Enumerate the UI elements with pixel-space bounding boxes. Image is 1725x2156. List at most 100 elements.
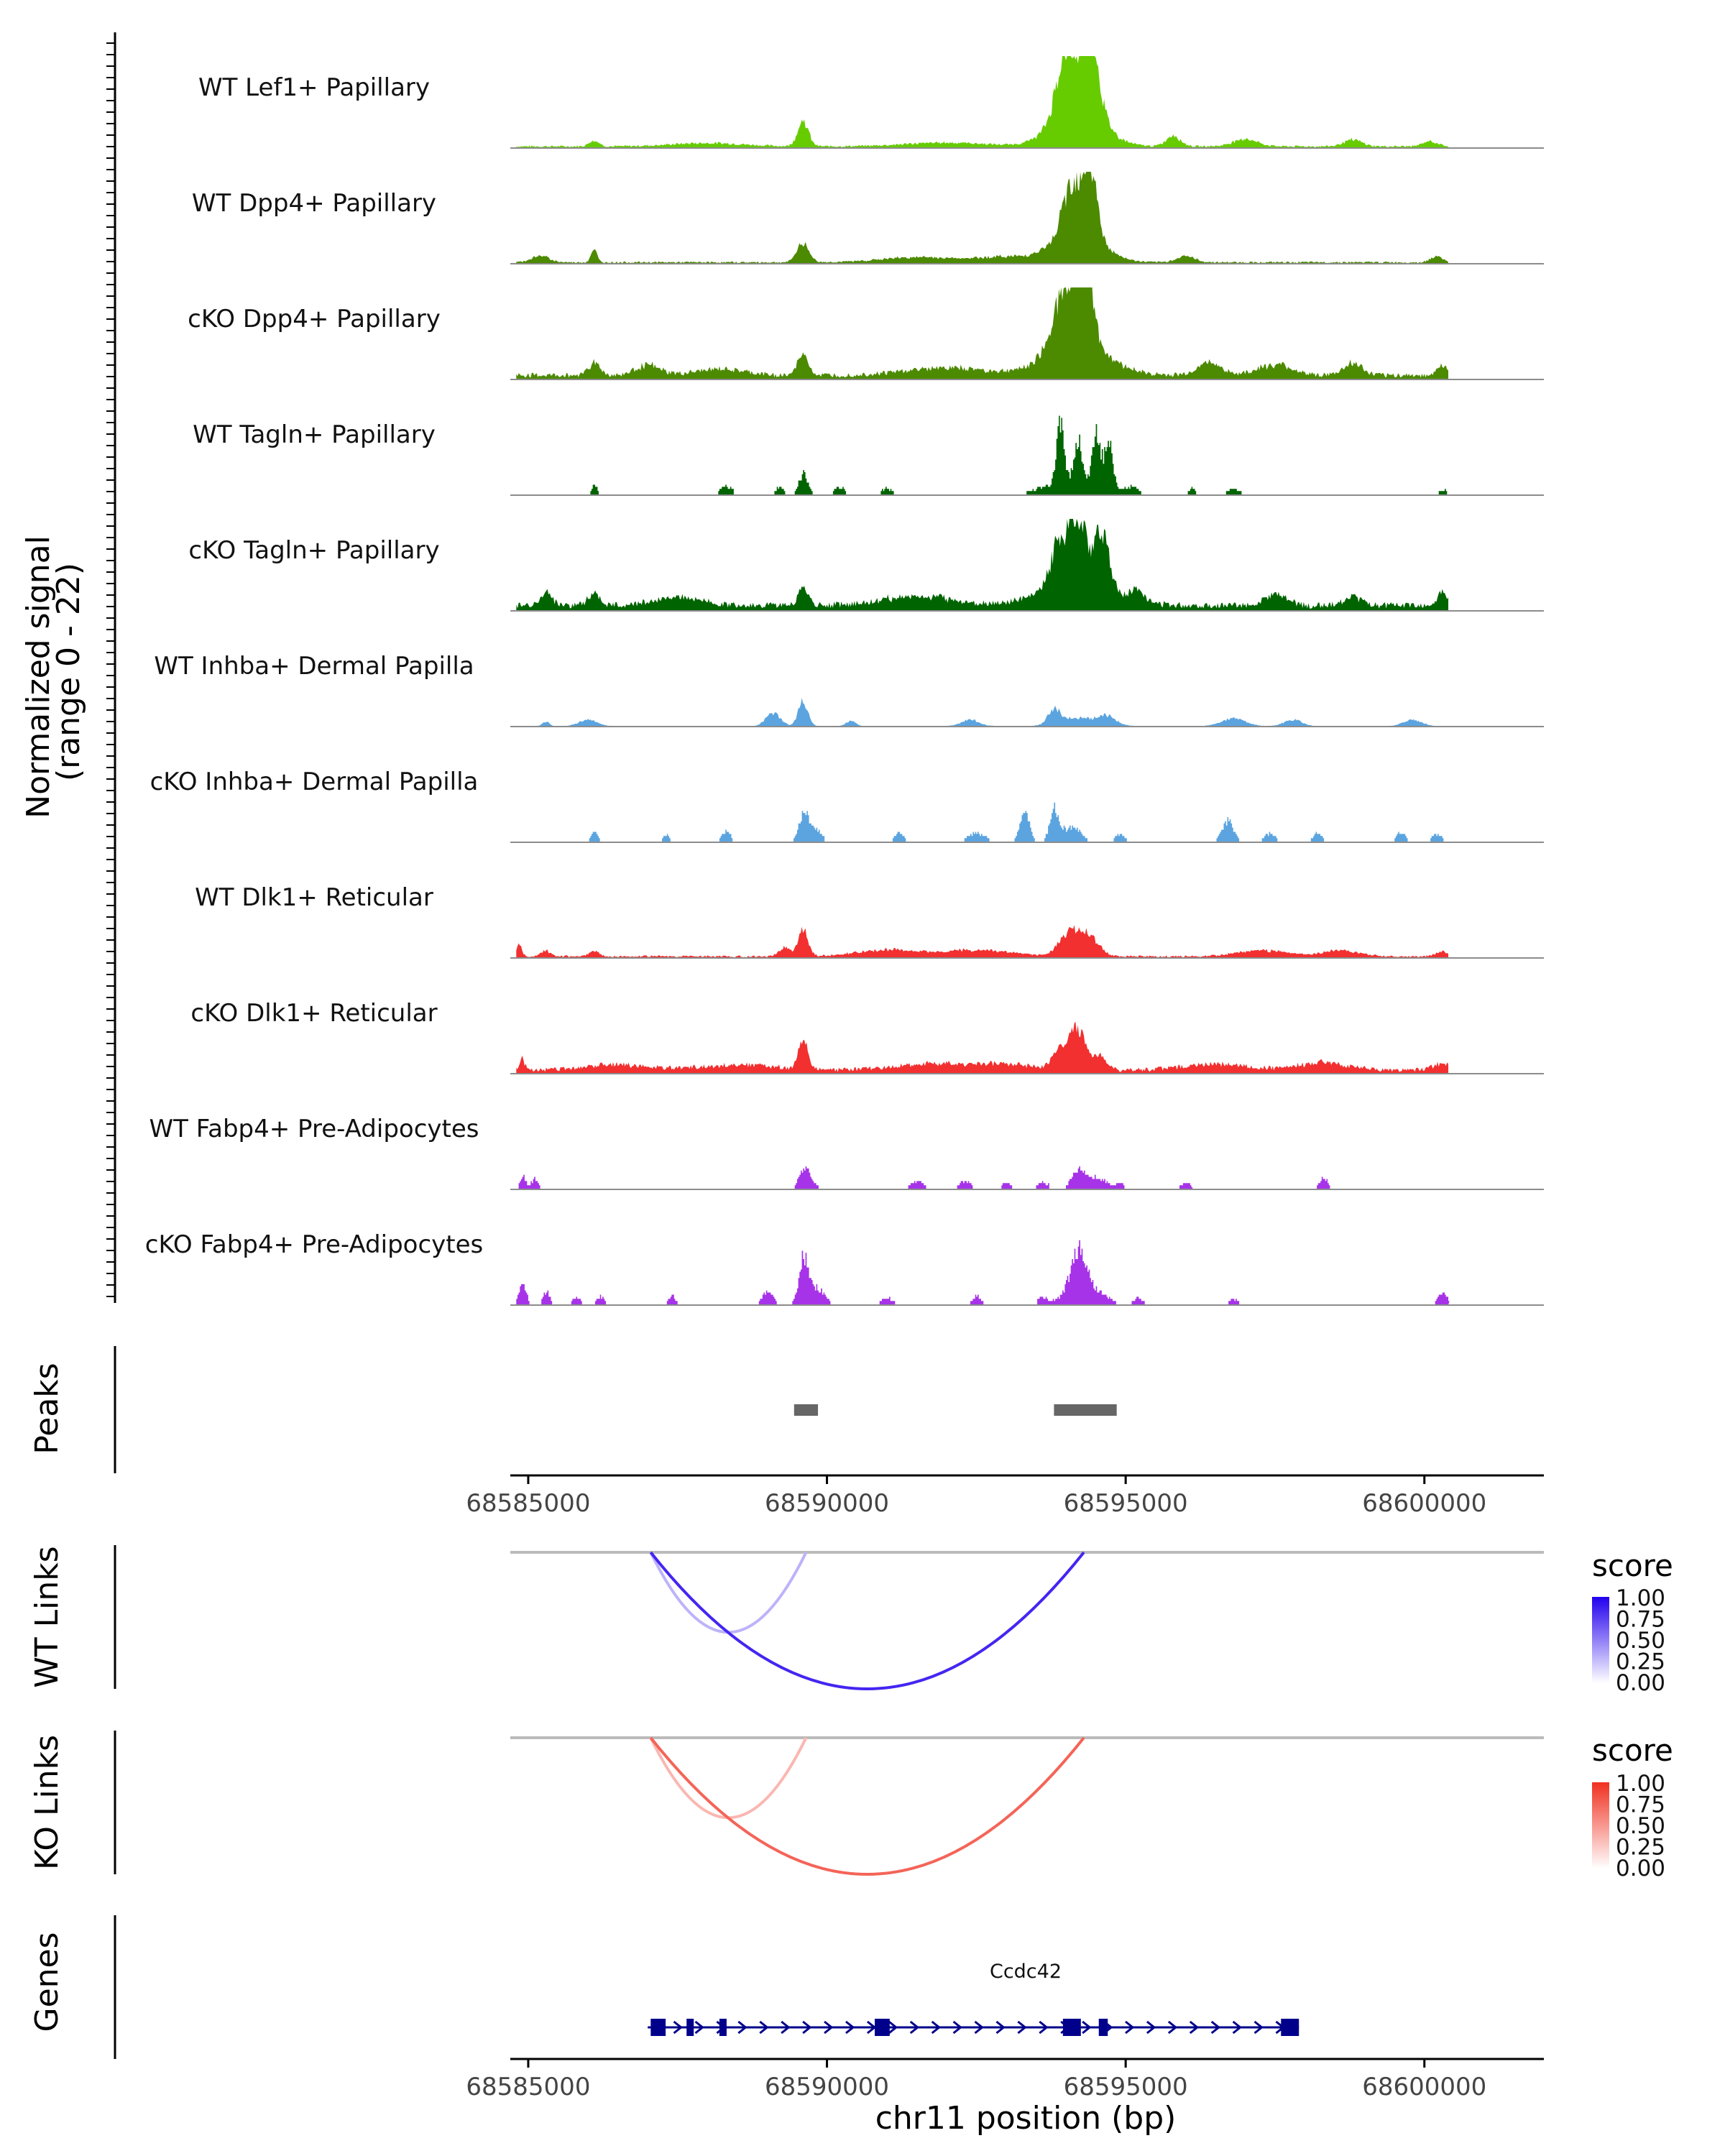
track-signal-area	[516, 925, 1448, 958]
ko-legend-title: score	[1592, 1733, 1673, 1768]
legend-label: 0.50	[1616, 1628, 1665, 1654]
genomic-axis-lower: 68585000 68590000 68595000 68600000	[466, 2059, 1486, 2101]
strand-arrow	[1017, 2020, 1027, 2035]
track-signal-area	[516, 698, 1448, 727]
track-signal-area	[516, 56, 1448, 148]
legend-label: 0.25	[1616, 1835, 1665, 1861]
coverage-tracks: WT Lef1+ Papillary WT Dpp4+ Papillary cKO …	[145, 56, 1544, 1306]
wt-legend-colorbar	[1592, 1597, 1609, 1683]
strand-arrow	[1254, 2020, 1264, 2035]
link-arc	[649, 1737, 808, 1820]
track-signal-area	[516, 172, 1448, 264]
wt-legend-title: score	[1592, 1548, 1673, 1583]
coverage-y-title-line1: Normalized signal	[20, 535, 57, 819]
coverage-track: cKO Dlk1+ Reticular	[190, 999, 1544, 1074]
strand-arrow	[952, 2020, 962, 2035]
gene-exon	[1098, 2019, 1108, 2036]
legend-label: 0.25	[1616, 1649, 1665, 1675]
genes-panel-title: Genes	[29, 1932, 65, 2032]
track-signal-area	[516, 802, 1450, 842]
ko-legend-colorbar	[1592, 1782, 1609, 1869]
track-label: WT Lef1+ Papillary	[198, 73, 430, 102]
track-signal-area	[516, 1166, 1450, 1189]
x-tick-label: 68595000	[1064, 2073, 1188, 2101]
strand-arrow	[1039, 2020, 1049, 2035]
legend-label: 0.75	[1616, 1607, 1665, 1633]
legend-label: 0.50	[1616, 1813, 1665, 1839]
strand-arrow	[1167, 2020, 1178, 2035]
x-tick-label: 68600000	[1362, 1489, 1486, 1518]
legend-label: 1.00	[1616, 1771, 1665, 1797]
link-arc	[649, 1552, 808, 1634]
strand-arrow	[888, 2020, 898, 2035]
track-signal-area	[516, 415, 1450, 495]
track-label: cKO Inhba+ Dermal Papilla	[150, 768, 479, 796]
coverage-y-axis-title: Normalized signal (range 0 - 22)	[20, 525, 87, 819]
strand-arrow	[1146, 2020, 1156, 2035]
ko-links	[649, 1736, 1085, 1876]
track-label: WT Tagln+ Papillary	[193, 420, 436, 449]
coverage-track: WT Lef1+ Papillary	[198, 56, 1544, 149]
genomic-axis-upper: 68585000 68590000 68595000 68600000	[466, 1475, 1486, 1518]
legend-label: 0.00	[1616, 1856, 1665, 1881]
legend-label: 1.00	[1616, 1585, 1665, 1611]
strand-arrow	[845, 2020, 855, 2035]
gene-exon	[1281, 2019, 1300, 2036]
gene-model	[648, 2019, 1300, 2036]
track-label: WT Inhba+ Dermal Papilla	[154, 652, 474, 681]
strand-arrow	[909, 2020, 920, 2035]
track-label: WT Fabp4+ Pre-Adipocytes	[150, 1115, 479, 1143]
gene-exon	[1062, 2019, 1081, 2036]
coverage-track: WT Inhba+ Dermal Papilla	[154, 652, 1544, 727]
ko-score-legend: score 1.000.750.500.250.00	[1592, 1733, 1673, 1881]
coverage-track: cKO Fabp4+ Pre-Adipocytes	[145, 1230, 1544, 1306]
strand-arrow	[974, 2020, 984, 2035]
peak-regions	[794, 1404, 1117, 1416]
ko-legend-labels: 1.000.750.500.250.00	[1616, 1771, 1665, 1881]
strand-arrow	[1232, 2020, 1242, 2035]
track-signal-area	[516, 519, 1448, 611]
strand-arrow	[931, 2020, 942, 2035]
track-signal-area	[516, 1021, 1448, 1074]
track-label: WT Dpp4+ Papillary	[192, 189, 436, 218]
gene-exon	[650, 2019, 666, 2036]
coverage-y-title-line2: (range 0 - 22)	[50, 563, 87, 781]
track-label: cKO Tagln+ Papillary	[188, 536, 439, 565]
link-arc	[649, 1551, 1085, 1690]
gene-exon	[686, 2019, 694, 2036]
strand-arrow	[802, 2020, 812, 2035]
peak-region	[794, 1404, 819, 1416]
track-label: cKO Fabp4+ Pre-Adipocytes	[145, 1230, 484, 1259]
coverage-track: cKO Dpp4+ Papillary	[188, 287, 1544, 380]
wt-legend-labels: 1.000.750.500.250.00	[1616, 1585, 1665, 1696]
peaks-panel-title: Peaks	[29, 1363, 65, 1454]
track-signal-area	[516, 287, 1448, 379]
strand-arrow	[759, 2020, 769, 2035]
strand-arrow	[866, 2020, 877, 2035]
gene-exon	[875, 2019, 890, 2036]
strand-arrow	[673, 2020, 683, 2035]
track-signal-area	[516, 1240, 1450, 1305]
coverage-track: WT Dpp4+ Papillary	[192, 172, 1544, 264]
ko-links-panel-title: KO Links	[29, 1735, 65, 1870]
track-label: cKO Dlk1+ Reticular	[190, 999, 437, 1028]
strand-arrow	[1210, 2020, 1221, 2035]
coverage-track: WT Fabp4+ Pre-Adipocytes	[150, 1115, 1544, 1190]
coverage-track: cKO Tagln+ Papillary	[188, 519, 1544, 612]
strand-arrow	[694, 2020, 704, 2035]
wt-links	[649, 1551, 1085, 1690]
wt-score-legend: score 1.000.750.500.250.00	[1592, 1548, 1673, 1696]
link-arc	[649, 1736, 1085, 1876]
gene-label: Ccdc42	[990, 1961, 1062, 1983]
strand-arrow	[1082, 2020, 1092, 2035]
x-tick-label: 68600000	[1362, 2073, 1486, 2101]
coverage-track: WT Tagln+ Papillary	[193, 415, 1544, 496]
strand-arrow	[1189, 2020, 1200, 2035]
wt-links-panel-title: WT Links	[29, 1546, 65, 1687]
coverage-y-axis-ticks	[106, 42, 115, 1297]
x-tick-label: 68595000	[1064, 1489, 1188, 1518]
strand-arrow	[824, 2020, 834, 2035]
coverage-track: WT Dlk1+ Reticular	[195, 883, 1544, 959]
x-tick-label: 68585000	[466, 2073, 590, 2101]
legend-label: 0.00	[1616, 1670, 1665, 1696]
